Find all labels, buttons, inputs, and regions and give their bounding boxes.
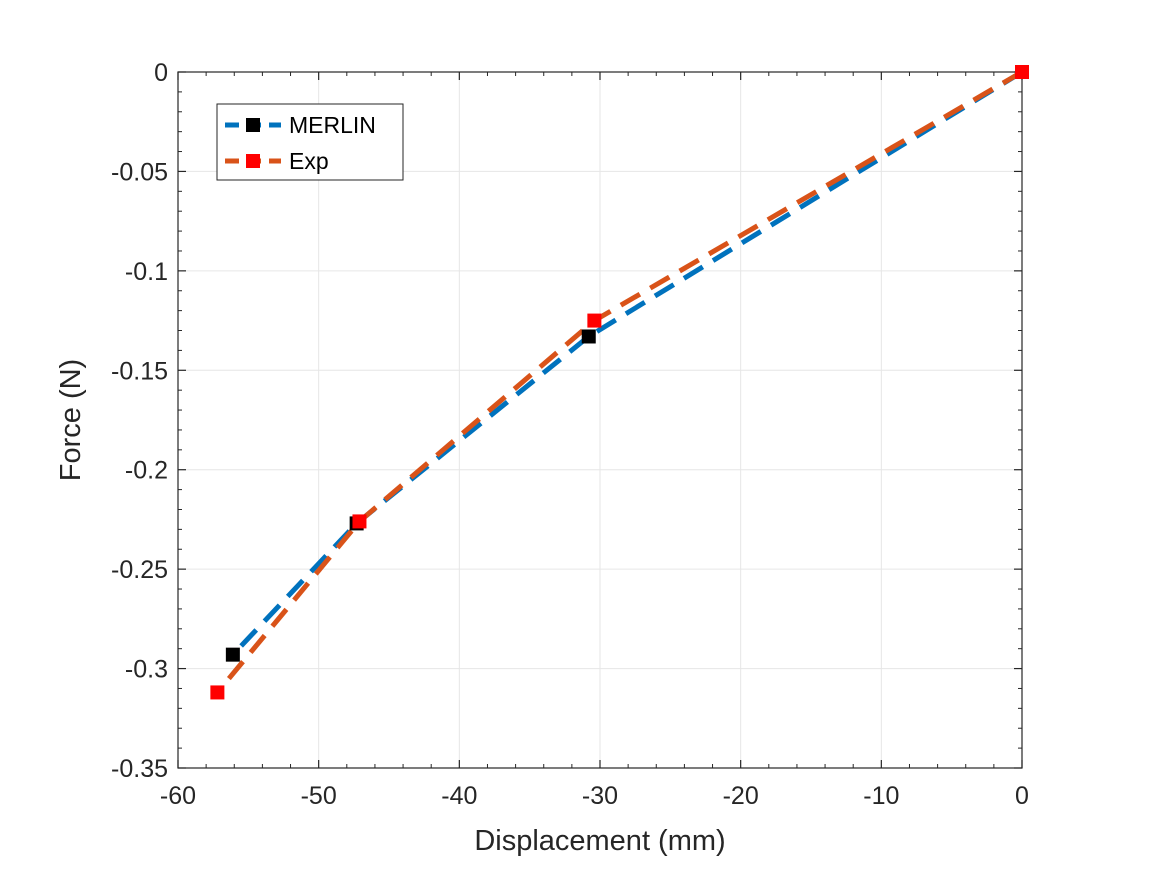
marker-layer	[210, 65, 1029, 700]
y-tick-label: -0.25	[111, 556, 168, 584]
x-tick-label: -10	[863, 782, 899, 810]
x-tick-label: -20	[723, 782, 759, 810]
legend-label-exp: Exp	[289, 148, 329, 174]
x-tick-label: -60	[160, 782, 196, 810]
legend-marker-exp	[246, 154, 260, 168]
x-tick-label: -50	[301, 782, 337, 810]
data-point-exp	[352, 514, 367, 529]
y-tick-label: -0.15	[111, 357, 168, 385]
y-tick-label: -0.35	[111, 755, 168, 783]
y-tick-label: -0.3	[125, 656, 168, 684]
x-tick-label: -40	[441, 782, 477, 810]
legend-label-merlin: MERLIN	[289, 112, 376, 138]
data-point-exp	[210, 685, 225, 700]
data-point-merlin	[581, 329, 596, 344]
data-point-merlin	[225, 647, 240, 662]
x-tick-label: -30	[582, 782, 618, 810]
data-point-exp	[1015, 65, 1029, 79]
y-tick-label: -0.2	[125, 457, 168, 485]
y-axis-title: Force (N)	[55, 359, 87, 481]
legend: MERLIN Exp	[216, 103, 404, 181]
y-tick-label: -0.1	[125, 258, 168, 286]
axis-ticks: -60 -50 -40 -30 -20 -10 0 0 -0.05 -0.1 -0.15 -0.2 -0…	[111, 59, 1029, 810]
series-layer	[215, 69, 1024, 694]
x-tick-label: 0	[1015, 782, 1029, 810]
data-point-exp	[587, 313, 602, 328]
x-axis-title: Displacement (mm)	[474, 825, 725, 857]
series-line-merlin	[231, 69, 1024, 657]
y-tick-label: 0	[154, 59, 168, 87]
legend-marker-merlin	[246, 118, 260, 132]
series-line-exp	[215, 69, 1024, 694]
y-tick-label: -0.05	[111, 158, 168, 186]
grid	[177, 71, 1023, 769]
